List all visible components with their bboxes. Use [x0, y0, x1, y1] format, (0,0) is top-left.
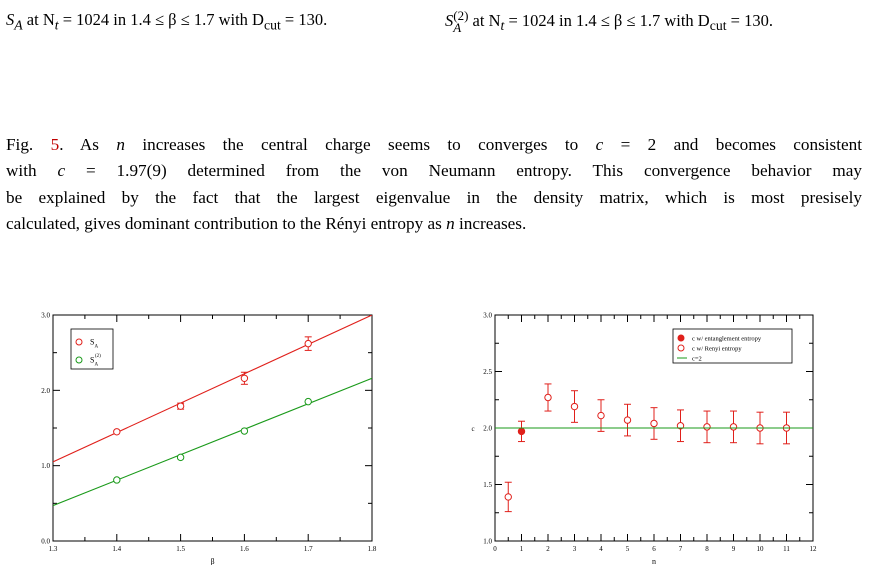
- data-point: [240, 374, 249, 382]
- legend-label: SA: [90, 338, 98, 350]
- caption-sub: t: [500, 18, 505, 34]
- caption-text: at N: [468, 10, 501, 30]
- legend-label: c w/ Renyi entropy: [692, 346, 742, 353]
- legend-label-sup: (2): [95, 354, 101, 359]
- data-point: [176, 402, 185, 410]
- paragraph-line: calculated, gives dominant contribution …: [6, 214, 527, 234]
- data-point: [240, 427, 249, 435]
- legend-label-sub: A: [94, 345, 98, 350]
- series-group: [517, 420, 526, 443]
- data-point: [703, 423, 711, 431]
- data-point: [113, 476, 121, 484]
- legend-marker: [677, 334, 685, 342]
- right-figure-caption: S (2) A at Nt = 1024 in 1.4 ≤ β ≤ 1.7 with…: [445, 8, 773, 35]
- y-tick-label: 1.0: [483, 538, 492, 546]
- y-tick-label: 1.0: [41, 462, 50, 470]
- data-point: [113, 428, 121, 436]
- x-tick-label: 1.6: [240, 545, 249, 553]
- caption-text: at N: [22, 10, 55, 29]
- x-tick-label: 0: [493, 545, 497, 553]
- x-tick-label: 2: [546, 545, 550, 553]
- data-point: [544, 393, 552, 402]
- paragraph-text: . As n increases the central charge seem…: [59, 135, 862, 154]
- caption-text: = 130.: [280, 10, 328, 29]
- y-tick-label: 0.0: [41, 538, 50, 546]
- data-point: [676, 422, 685, 430]
- body-paragraph: Fig. 5. As n increases the central charg…: [6, 132, 862, 238]
- legend-label: SA: [90, 356, 98, 368]
- x-axis-label: β: [210, 557, 214, 565]
- figure-5-link[interactable]: 5: [50, 135, 60, 154]
- caption-symbol: S: [6, 10, 15, 29]
- x-tick-label: 1.7: [304, 545, 313, 553]
- data-point: [650, 419, 658, 428]
- legend-box: [672, 328, 793, 364]
- x-tick-label: 1.8: [368, 545, 377, 553]
- figure-captions: SA at Nt = 1024 in 1.4 ≤ β ≤ 1.7 with Dc…: [0, 0, 871, 40]
- x-tick-label: 1.5: [176, 545, 185, 553]
- data-point: [597, 411, 605, 420]
- fig-ref-text: Fig.: [6, 135, 51, 154]
- y-tick-label: 2.5: [483, 368, 492, 376]
- data-point: [176, 453, 185, 462]
- x-tick-label: 1: [520, 545, 524, 553]
- caption-text: = 1024 in 1.4 ≤ β ≤ 1.7 with D: [58, 10, 264, 29]
- data-point: [729, 423, 738, 431]
- caption-sub: cut: [709, 18, 727, 34]
- x-tick-label: 12: [810, 545, 818, 553]
- x-tick-label: 5: [626, 545, 630, 553]
- legend-label: c=2: [692, 356, 702, 363]
- x-tick-label: 9: [732, 545, 736, 553]
- y-tick-label: 3.0: [41, 312, 50, 320]
- x-tick-label: 7: [679, 545, 683, 553]
- x-tick-label: 3: [573, 545, 577, 553]
- caption-sub: A: [14, 17, 23, 33]
- left-figure-caption: SA at Nt = 1024 in 1.4 ≤ β ≤ 1.7 with Dc…: [6, 10, 327, 33]
- data-point: [504, 493, 512, 501]
- data-point: [623, 416, 632, 424]
- y-axis-label: c: [471, 425, 474, 433]
- x-axis-label: n: [652, 557, 656, 565]
- x-tick-label: 10: [757, 545, 765, 553]
- legend-marker: [75, 356, 83, 364]
- series-group: [504, 383, 791, 513]
- data-point: [304, 339, 312, 348]
- x-tick-label: 4: [599, 545, 603, 553]
- caption-text: = 130.: [726, 10, 773, 30]
- caption-sub: cut: [263, 17, 281, 33]
- x-tick-label: 8: [705, 545, 709, 553]
- y-tick-label: 1.5: [483, 481, 492, 489]
- x-tick-label: 6: [652, 545, 656, 553]
- caption-sub: t: [54, 17, 59, 33]
- caption-sub: A: [453, 20, 462, 35]
- x-tick-label: 1.3: [49, 545, 58, 553]
- paragraph-line: Fig. 5. As n increases the central charg…: [6, 132, 862, 158]
- paragraph-line: be explained by the fact that the larges…: [6, 187, 862, 207]
- x-tick-label: 11: [783, 545, 790, 553]
- legend-marker: [75, 338, 83, 346]
- legend-label: c w/ entanglement entropy: [692, 336, 762, 343]
- y-tick-label: 2.0: [41, 387, 50, 395]
- series-group: [53, 377, 372, 507]
- paragraph-line: with c = 1.97(9) determined from the von…: [6, 161, 863, 181]
- legend-label-sub: A: [94, 363, 98, 368]
- y-tick-label: 3.0: [483, 312, 492, 320]
- caption-sup: (2): [453, 8, 469, 23]
- caption-text: = 1024 in 1.4 ≤ β ≤ 1.7 with D: [504, 10, 710, 30]
- data-point: [304, 397, 312, 406]
- data-point: [517, 427, 526, 436]
- y-tick-label: 2.0: [483, 425, 492, 433]
- caption-symbol: S: [445, 10, 454, 30]
- fit-line: [53, 315, 372, 463]
- legend-marker: [677, 344, 685, 352]
- x-tick-label: 1.4: [112, 545, 121, 553]
- fit-line: [53, 377, 372, 507]
- series-group: [53, 315, 372, 463]
- data-point: [570, 402, 579, 411]
